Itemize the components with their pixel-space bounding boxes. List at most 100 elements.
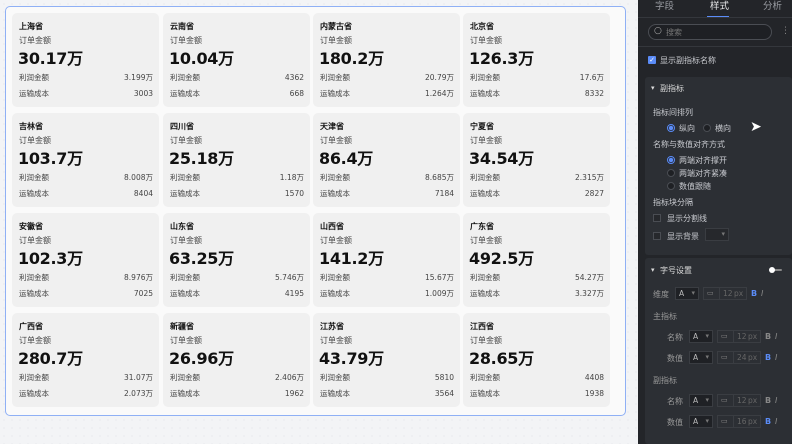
- font-section-toggle[interactable]: [770, 269, 782, 271]
- kpi-card[interactable]: 吉林省 订单金额 103.7万 利润金额 8.008万 运输成本 8404: [12, 113, 159, 207]
- card-title: 四川省: [170, 122, 194, 131]
- sub-metric-value: 2.315万: [575, 173, 604, 182]
- font-glyph: A: [693, 396, 699, 405]
- unit: px: [748, 332, 758, 341]
- mouse-cursor-icon: ➤: [750, 119, 762, 135]
- kpi-card[interactable]: 天津省 订单金额 86.4万 利润金额 8.685万 运输成本 7184: [313, 113, 460, 207]
- kpi-card[interactable]: 江西省 订单金额 28.65万 利润金额 4408 运输成本 1938: [463, 313, 610, 407]
- show-divider-checkbox[interactable]: [653, 214, 661, 222]
- tab-fields[interactable]: 字段: [655, 1, 675, 12]
- divider-label: 指标块分隔: [653, 198, 693, 207]
- font-size-section: ▾ 字号设置 维度 A ▾ ▭ 12 px B I 主指标 名称 A ▾ ▭ 12 px B…: [645, 258, 792, 444]
- kpi-card[interactable]: 广东省 订单金额 492.5万 利润金额 54.27万 运输成本 3.327万: [463, 213, 610, 307]
- search-input[interactable]: ○ 搜索: [648, 24, 772, 40]
- radio-align-follow[interactable]: [667, 182, 675, 190]
- bold-button[interactable]: B: [765, 332, 772, 341]
- bold-button[interactable]: B: [765, 353, 772, 362]
- sub-metric-value: 5810: [434, 373, 454, 382]
- sub-metric-label: 运输成本: [320, 89, 350, 98]
- sub-value-size-input[interactable]: ▭ 16 px: [717, 415, 761, 428]
- profit-row: 利润金额 54.27万: [470, 272, 604, 283]
- sub-metric-label: 利润金额: [320, 273, 350, 282]
- sub-name-font-select[interactable]: A ▾: [689, 394, 713, 407]
- italic-button[interactable]: I: [775, 353, 778, 362]
- main-indicator-label: 主指标: [653, 312, 677, 321]
- sub-metric-label: 利润金额: [470, 273, 500, 282]
- kpi-card[interactable]: 广西省 订单金额 280.7万 利润金额 31.07万 运输成本 2.073万: [12, 313, 159, 407]
- sub-name-size-input[interactable]: ▭ 12 px: [717, 394, 761, 407]
- main-metric-label: 订单金额: [320, 36, 352, 45]
- show-sub-name-checkbox[interactable]: ✓: [648, 56, 656, 64]
- card-title: 吉林省: [19, 122, 43, 131]
- profit-row: 利润金额 5810: [320, 372, 454, 383]
- kpi-card[interactable]: 山东省 订单金额 63.25万 利润金额 5.746万 运输成本 4195: [163, 213, 310, 307]
- sub-metric-value: 8404: [133, 189, 153, 198]
- kpi-card[interactable]: 上海省 订单金额 30.17万 利润金额 3.199万 运输成本 3003: [12, 13, 159, 107]
- sub-metric-value: 1570: [284, 189, 304, 198]
- more-icon[interactable]: ⋮: [781, 26, 790, 36]
- italic-button[interactable]: I: [761, 289, 764, 298]
- radio-horizontal[interactable]: [703, 124, 711, 132]
- sub-metric-value: 1.18万: [279, 173, 304, 182]
- dimension-size-input[interactable]: ▭ 12 px: [703, 287, 747, 300]
- main-name-font-select[interactable]: A ▾: [689, 330, 713, 343]
- size-value: 12: [737, 396, 747, 405]
- sub-metric-label: 利润金额: [320, 173, 350, 182]
- card-title: 北京省: [470, 22, 494, 31]
- kpi-card[interactable]: 宁夏省 订单金额 34.54万 利润金额 2.315万 运输成本 2827: [463, 113, 610, 207]
- main-metric-value: 103.7万: [18, 149, 83, 168]
- kpi-card[interactable]: 北京省 订单金额 126.3万 利润金额 17.6万 运输成本 8332: [463, 13, 610, 107]
- sub-metric-value: 3.199万: [124, 73, 153, 82]
- cost-row: 运输成本 668: [170, 88, 304, 99]
- tab-analysis[interactable]: 分析: [763, 1, 783, 12]
- tab-divider: [638, 17, 792, 18]
- kpi-card[interactable]: 云南省 订单金额 10.04万 利润金额 4362 运输成本 668: [163, 13, 310, 107]
- main-metric-label: 订单金额: [170, 236, 202, 245]
- main-metric-value: 43.79万: [319, 349, 384, 368]
- dimension-font-select[interactable]: A ▾: [675, 287, 699, 300]
- radio-align-spread[interactable]: [667, 156, 675, 164]
- section-title: 字号设置: [660, 266, 692, 275]
- sub-metric-label: 运输成本: [19, 389, 49, 398]
- kpi-card[interactable]: 江苏省 订单金额 43.79万 利润金额 5810 运输成本 3564: [313, 313, 460, 407]
- sub-metric-value: 15.67万: [425, 273, 454, 282]
- profit-row: 利润金额 2.315万: [470, 172, 604, 183]
- cost-row: 运输成本 1.264万: [320, 88, 454, 99]
- cost-row: 运输成本 1570: [170, 188, 304, 199]
- main-metric-label: 订单金额: [470, 336, 502, 345]
- profit-row: 利润金额 8.685万: [320, 172, 454, 183]
- main-value-font-select[interactable]: A ▾: [689, 351, 713, 364]
- bold-button[interactable]: B: [765, 396, 772, 405]
- bold-button[interactable]: B: [751, 289, 758, 298]
- kpi-card[interactable]: 山西省 订单金额 141.2万 利润金额 15.67万 运输成本 1.009万: [313, 213, 460, 307]
- sub-metric-value: 1938: [584, 389, 604, 398]
- dashboard-canvas: 上海省 订单金额 30.17万 利润金额 3.199万 运输成本 3003 云南省 订单金额 10…: [0, 0, 638, 444]
- sub-metric-value: 8.008万: [124, 173, 153, 182]
- radio-vertical[interactable]: [667, 124, 675, 132]
- font-glyph: A: [679, 289, 685, 298]
- main-name-size-input[interactable]: ▭ 12 px: [717, 330, 761, 343]
- sub-metric-value: 31.07万: [124, 373, 153, 382]
- kpi-card-grid[interactable]: 上海省 订单金额 30.17万 利润金额 3.199万 运输成本 3003 云南省 订单金额 10…: [5, 6, 626, 416]
- kpi-card[interactable]: 内蒙古省 订单金额 180.2万 利润金额 20.79万 运输成本 1.264万: [313, 13, 460, 107]
- kpi-card[interactable]: 安徽省 订单金额 102.3万 利润金额 8.976万 运输成本 7025: [12, 213, 159, 307]
- kpi-card[interactable]: 新疆省 订单金额 26.96万 利润金额 2.406万 运输成本 1962: [163, 313, 310, 407]
- section-collapse-icon[interactable]: ▾: [651, 266, 655, 274]
- kpi-card[interactable]: 四川省 订单金额 25.18万 利润金额 1.18万 运输成本 1570: [163, 113, 310, 207]
- bold-button[interactable]: B: [765, 417, 772, 426]
- italic-button[interactable]: I: [775, 417, 778, 426]
- main-metric-label: 订单金额: [19, 36, 51, 45]
- radio-align-compact[interactable]: [667, 169, 675, 177]
- tab-style[interactable]: 样式: [710, 1, 730, 12]
- italic-button[interactable]: I: [775, 396, 778, 405]
- main-value-size-input[interactable]: ▭ 24 px: [717, 351, 761, 364]
- cost-row: 运输成本 7025: [19, 288, 153, 299]
- caret-down-icon: ▾: [691, 289, 695, 297]
- bg-color-select[interactable]: ▾: [705, 228, 729, 241]
- sub-metric-label: 利润金额: [170, 273, 200, 282]
- cost-row: 运输成本 2.073万: [19, 388, 153, 399]
- italic-button[interactable]: I: [775, 332, 778, 341]
- sub-value-font-select[interactable]: A ▾: [689, 415, 713, 428]
- show-bg-checkbox[interactable]: [653, 232, 661, 240]
- section-collapse-icon[interactable]: ▾: [651, 84, 655, 92]
